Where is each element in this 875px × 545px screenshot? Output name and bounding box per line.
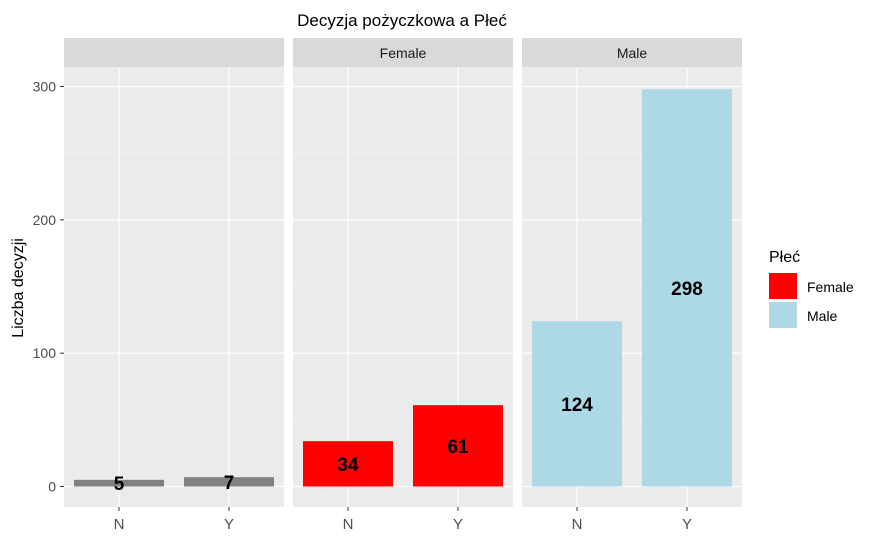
facet-panel: Female 34 N 61 Y <box>293 38 513 533</box>
facet-strip <box>64 38 284 67</box>
bar-value-label: 7 <box>224 473 235 494</box>
y-axis: 0 100 200 300 <box>33 79 64 495</box>
bar-value-label: 124 <box>561 395 593 416</box>
legend-label: Male <box>807 308 838 324</box>
x-tick-label: Y <box>453 516 463 533</box>
bar <box>303 441 393 487</box>
x-tick-label: N <box>343 516 354 533</box>
panel-background <box>64 67 284 507</box>
bar <box>413 405 503 487</box>
legend-title: Płeć <box>769 249 800 266</box>
bar <box>184 477 274 487</box>
x-tick-label: Y <box>224 516 234 533</box>
x-tick-label: N <box>114 516 125 533</box>
bar <box>642 89 732 487</box>
bar <box>74 479 164 487</box>
y-tick-label: 100 <box>33 345 57 361</box>
legend-swatch <box>769 302 797 328</box>
y-tick-label: 300 <box>33 79 57 95</box>
facet-panels: 5 N 7 Y Female 34 N 61 Y Male 124 N 298 Y <box>64 38 742 533</box>
facet-strip-label: Male <box>617 45 648 61</box>
bar-value-label: 61 <box>447 437 469 458</box>
bar-value-label: 5 <box>114 474 125 495</box>
legend: Płeć Female Male <box>769 249 854 328</box>
bar-value-label: 298 <box>671 279 703 300</box>
facet-panel: 5 N 7 Y <box>64 38 284 533</box>
y-tick-label: 200 <box>33 212 57 228</box>
facet-strip <box>522 38 742 67</box>
legend-item: Female <box>769 273 854 299</box>
legend-label: Female <box>807 279 854 295</box>
x-tick-label: N <box>572 516 583 533</box>
y-axis-label: Liczba decyzji <box>10 238 27 338</box>
facet-strip <box>293 38 513 67</box>
bar <box>532 321 622 487</box>
legend-item: Male <box>769 302 838 328</box>
x-tick-label: Y <box>682 516 692 533</box>
legend-swatch <box>769 273 797 299</box>
facet-panel: Male 124 N 298 Y <box>522 38 742 533</box>
chart-title: Decyzja pożyczkowa a Płeć <box>297 11 507 30</box>
y-tick-label: 0 <box>48 479 56 495</box>
legend-items: Female Male <box>769 273 854 328</box>
bar-value-label: 34 <box>337 455 359 476</box>
facet-strip-label: Female <box>380 45 427 61</box>
